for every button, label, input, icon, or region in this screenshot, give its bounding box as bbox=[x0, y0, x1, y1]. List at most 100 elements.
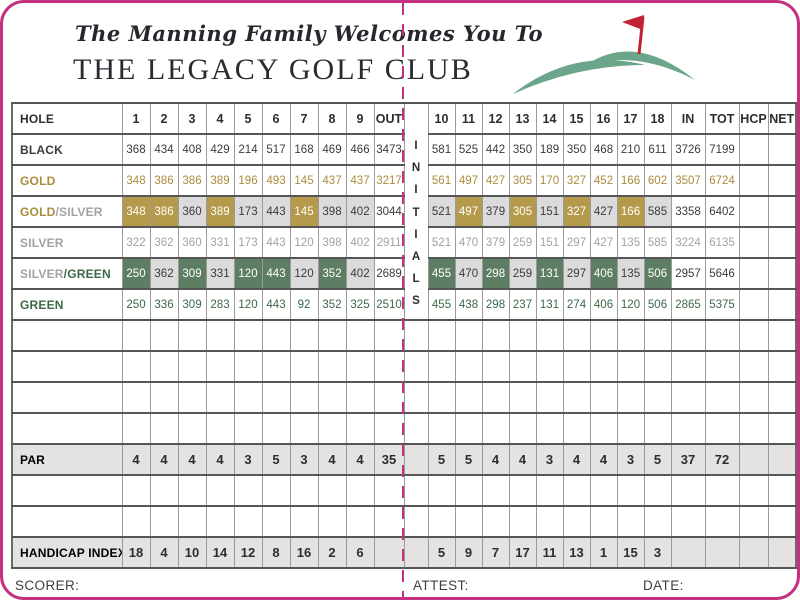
cell-empty-hole-18 bbox=[643, 505, 672, 538]
cell-empty-initials bbox=[403, 350, 429, 383]
cell-empty-hole-9 bbox=[345, 381, 375, 414]
cell-empty-hole-8 bbox=[317, 505, 347, 538]
cell-empty-tot bbox=[704, 319, 740, 352]
empty-score-row bbox=[11, 505, 797, 538]
cell-par-initials bbox=[403, 443, 429, 476]
cell-handicap-index-hole-12: 7 bbox=[481, 536, 510, 569]
cell-empty-hole-4 bbox=[205, 350, 235, 383]
hole-18-header: 18 bbox=[643, 102, 672, 135]
cell-par-hole-7: 3 bbox=[289, 443, 319, 476]
cell-gold-hole-17: 166 bbox=[616, 164, 645, 197]
cell-black-hole-12: 442 bbox=[481, 133, 510, 166]
cell-empty-initials bbox=[403, 381, 429, 414]
cell-black-hole-2: 434 bbox=[149, 133, 179, 166]
hole-8-header: 8 bbox=[317, 102, 347, 135]
cell-black-hole-15: 350 bbox=[562, 133, 591, 166]
cell-empty-hole-13 bbox=[508, 412, 537, 445]
cell-empty-hcp bbox=[738, 319, 769, 352]
cell-empty-hole-6 bbox=[261, 319, 291, 352]
hole-7-header: 7 bbox=[289, 102, 319, 135]
cell-silver-hole-18: 585 bbox=[643, 226, 672, 259]
cell-green-out: 2510 bbox=[373, 288, 405, 321]
cell-empty-hole-3 bbox=[177, 381, 207, 414]
cell-silver-green-out: 2689 bbox=[373, 257, 405, 290]
tee-row-gold-silver: GOLD/SILVER 348 386 360 389 173 443 145 398 402 30… bbox=[11, 195, 797, 228]
cell-empty-hole-3 bbox=[177, 319, 207, 352]
empty-score-row bbox=[11, 474, 797, 507]
initials-letter: N bbox=[411, 162, 421, 175]
cell-empty-initials bbox=[403, 505, 429, 538]
cell-empty-hole-14 bbox=[535, 350, 564, 383]
cell-silver-hole-17: 135 bbox=[616, 226, 645, 259]
golf-hills-flag-logo bbox=[513, 15, 695, 94]
cell-gold-hole-18: 602 bbox=[643, 164, 672, 197]
cell-par-hole-12: 4 bbox=[481, 443, 510, 476]
cell-green-hole-3: 309 bbox=[177, 288, 207, 321]
cell-empty-hole-6 bbox=[261, 350, 291, 383]
cell-black-hole-3: 408 bbox=[177, 133, 207, 166]
cell-green-hole-11: 438 bbox=[454, 288, 483, 321]
tot-column-header: TOT bbox=[704, 102, 740, 135]
cell-green-hole-1: 250 bbox=[121, 288, 151, 321]
cell-gold-silver-hole-18: 585 bbox=[643, 195, 672, 228]
cell-empty-hole-10 bbox=[427, 319, 456, 352]
cell-silver-green-hole-16: 406 bbox=[589, 257, 618, 290]
tee-label-part: SILVER bbox=[20, 266, 64, 281]
cell-green-hole-17: 120 bbox=[616, 288, 645, 321]
cell-black-hole-16: 468 bbox=[589, 133, 618, 166]
cell-handicap-index-hole-16: 1 bbox=[589, 536, 618, 569]
cell-silver-hole-14: 151 bbox=[535, 226, 564, 259]
cell-empty-tot bbox=[704, 350, 740, 383]
hole-14-header: 14 bbox=[535, 102, 564, 135]
cell-empty-label bbox=[11, 381, 123, 414]
cell-par-hole-1: 4 bbox=[121, 443, 151, 476]
cell-gold-silver-hole-3: 360 bbox=[177, 195, 207, 228]
cell-empty-hole-8 bbox=[317, 350, 347, 383]
cell-empty-hcp bbox=[738, 474, 769, 507]
cell-empty-hole-12 bbox=[481, 412, 510, 445]
cell-gold-silver-tot: 6402 bbox=[704, 195, 740, 228]
cell-green-hole-10: 455 bbox=[427, 288, 456, 321]
cell-empty-hole-8 bbox=[317, 412, 347, 445]
cell-empty-hole-8 bbox=[317, 474, 347, 507]
cell-silver-green-hole-1: 250 bbox=[121, 257, 151, 290]
cell-empty-hole-2 bbox=[149, 474, 179, 507]
cell-handicap-index-hole-8: 2 bbox=[317, 536, 347, 569]
cell-gold-hole-11: 497 bbox=[454, 164, 483, 197]
cell-green-hole-2: 336 bbox=[149, 288, 179, 321]
cell-par-hole-8: 4 bbox=[317, 443, 347, 476]
cell-silver-green-hole-7: 120 bbox=[289, 257, 319, 290]
cell-silver-hole-1: 322 bbox=[121, 226, 151, 259]
cell-gold-hole-6: 493 bbox=[261, 164, 291, 197]
cell-empty-hole-15 bbox=[562, 505, 591, 538]
cell-empty-hole-7 bbox=[289, 319, 319, 352]
cell-silver-hole-11: 470 bbox=[454, 226, 483, 259]
net-column-header: NET bbox=[767, 102, 797, 135]
cell-gold-hcp bbox=[738, 164, 769, 197]
cell-silver-green-hole-11: 470 bbox=[454, 257, 483, 290]
cell-green-hole-15: 274 bbox=[562, 288, 591, 321]
cell-empty-hole-5 bbox=[233, 474, 263, 507]
cell-empty-label bbox=[11, 319, 123, 352]
cell-green-hole-8: 352 bbox=[317, 288, 347, 321]
cell-gold-silver-hole-13: 305 bbox=[508, 195, 537, 228]
initials-letter: I bbox=[414, 228, 418, 241]
cell-silver-green-hole-3: 309 bbox=[177, 257, 207, 290]
cell-handicap-index-hole-6: 8 bbox=[261, 536, 291, 569]
tee-label-part: /GREEN bbox=[63, 266, 111, 281]
cell-par-hcp bbox=[738, 443, 769, 476]
tee-label-part: GOLD bbox=[20, 173, 56, 188]
cell-gold-silver-hole-4: 389 bbox=[205, 195, 235, 228]
cell-empty-hole-11 bbox=[454, 505, 483, 538]
cell-empty-in bbox=[670, 412, 706, 445]
cell-handicap-index-hole-11: 9 bbox=[454, 536, 483, 569]
cell-empty-hole-1 bbox=[121, 319, 151, 352]
tee-label-part: /SILVER bbox=[55, 204, 103, 219]
initials-letter: I bbox=[414, 184, 418, 197]
cell-empty-hole-11 bbox=[454, 319, 483, 352]
cell-silver-hole-15: 297 bbox=[562, 226, 591, 259]
initials-letter: T bbox=[412, 206, 420, 219]
cell-gold-hole-13: 305 bbox=[508, 164, 537, 197]
date-label: DATE: bbox=[643, 578, 684, 593]
cell-green-hole-14: 131 bbox=[535, 288, 564, 321]
